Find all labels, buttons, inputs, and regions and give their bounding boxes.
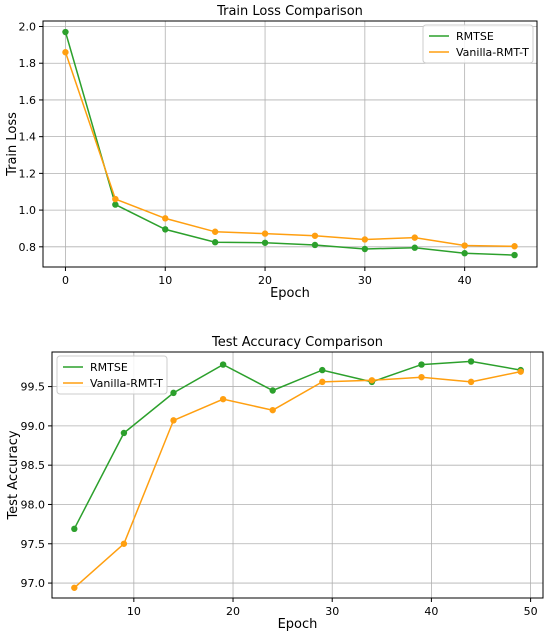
train-loss-rmtse-point [311, 241, 319, 249]
train-loss-rmtse-point [261, 239, 269, 246]
train-loss-vanilla-rmt-t-point [112, 195, 119, 203]
test-accuracy-plot-frame [51, 351, 544, 599]
train-loss-y-tick-label: 1.2 [19, 167, 37, 180]
test-accuracy-x-tick-label: 20 [226, 605, 240, 618]
train-loss-x-tick-label: 10 [158, 274, 172, 287]
train-loss-vanilla-rmt-t-point [361, 236, 369, 243]
test-accuracy-chart: 10 20 30 40 50 97.0 97.5 98.0 98.5 99.0 99.5 Test A… [6, 335, 544, 632]
test-accuracy-legend-vanilla-rmt-t-label: Vanilla-RMT-T [90, 377, 163, 390]
train-loss-x-axis-label: Epoch [270, 286, 310, 301]
train-loss-vanilla-rmt-t-line [64, 51, 515, 248]
train-loss-vanilla-rmt-t-point [211, 228, 219, 235]
train-loss-y-tick-label: 2.0 [19, 21, 37, 34]
train-loss-rmtse-point [511, 251, 518, 259]
train-loss-plot-frame [42, 20, 538, 268]
train-loss-y-axis-label: Train Loss [5, 112, 20, 177]
test-accuracy-rmtse-point [467, 358, 475, 365]
train-loss-vanilla-rmt-t-point [162, 215, 169, 222]
test-accuracy-y-tick-label: 98.0 [21, 498, 46, 511]
test-accuracy-legend-rmtse-label: RMTSE [90, 361, 128, 374]
train-loss-x-tick-label: 0 [62, 274, 69, 287]
test-accuracy-rmtse-point [71, 525, 78, 533]
test-accuracy-rmtse-point [170, 389, 177, 397]
test-accuracy-vanilla-rmt-t-line [73, 370, 521, 589]
test-accuracy-x-tick-label: 50 [524, 605, 538, 618]
train-loss-x-tick-label: 40 [458, 274, 472, 287]
test-accuracy-vanilla-rmt-t-point [120, 540, 128, 547]
train-loss-legend-vanilla-rmt-t-label: Vanilla-RMT-T [456, 46, 529, 59]
train-loss-vanilla-rmt-t-point [511, 243, 518, 250]
train-loss-legend-rmtse-label: RMTSE [456, 30, 494, 43]
train-loss-vanilla-rmt-t-point [311, 232, 319, 239]
test-accuracy-y-axis-label: Test Accuracy [6, 430, 21, 520]
test-accuracy-vanilla-rmt-t-point [319, 378, 326, 386]
train-loss-rmtse-point [411, 244, 418, 251]
test-accuracy-y-tick-label: 97.0 [21, 577, 46, 590]
train-loss-rmtse-point [62, 28, 69, 36]
train-loss-vanilla-rmt-t-point [461, 242, 468, 249]
test-accuracy-rmtse-point [120, 429, 128, 437]
test-accuracy-rmtse-point [269, 387, 276, 394]
train-loss-rmtse-line [64, 31, 515, 256]
test-accuracy-vanilla-rmt-t-point [170, 417, 177, 424]
train-loss-y-tick-label: 1.0 [19, 204, 37, 217]
train-loss-vanilla-rmt-t-point [261, 230, 269, 237]
train-loss-x-tick-label: 20 [258, 274, 272, 287]
train-loss-chart: 0 10 20 30 40 0.8 1.0 1.2 1.4 1.6 1.8 2.0 Train Loss… [5, 4, 538, 301]
test-accuracy-vanilla-rmt-t-point [71, 584, 78, 591]
train-loss-rmtse-point [162, 226, 169, 233]
test-accuracy-x-tick-label: 30 [325, 605, 339, 618]
test-accuracy-vanilla-rmt-t-point [269, 406, 276, 414]
test-accuracy-chart-title: Test Accuracy Comparison [211, 335, 383, 350]
test-accuracy-vanilla-rmt-t-point [467, 378, 475, 386]
train-loss-rmtse-point [461, 250, 468, 257]
test-accuracy-x-axis-label: Epoch [278, 617, 318, 632]
test-accuracy-vanilla-rmt-t-point [418, 373, 425, 381]
train-loss-chart-title: Train Loss Comparison [216, 4, 363, 19]
test-accuracy-legend: RMTSE Vanilla-RMT-T [56, 355, 168, 395]
train-loss-y-tick-label: 1.6 [19, 94, 37, 107]
train-loss-rmtse-point [211, 239, 219, 246]
test-accuracy-legend-box [56, 355, 168, 395]
test-accuracy-x-tick-label: 10 [127, 605, 141, 618]
train-loss-rmtse-point [112, 201, 119, 208]
train-loss-legend-box [422, 24, 534, 64]
train-loss-x-tick-label: 30 [358, 274, 372, 287]
test-accuracy-y-tick-label: 99.5 [21, 381, 46, 394]
test-accuracy-rmtse-point [418, 361, 425, 368]
train-loss-vanilla-rmt-t-point [62, 49, 69, 56]
train-loss-y-tick-label: 0.8 [19, 241, 37, 254]
test-accuracy-y-tick-label: 97.5 [21, 538, 46, 551]
test-accuracy-vanilla-rmt-t-point [219, 395, 227, 403]
test-accuracy-vanilla-rmt-t-point [368, 377, 376, 384]
test-accuracy-y-tick-label: 98.5 [21, 459, 46, 472]
train-loss-y-tick-label: 1.8 [19, 57, 37, 70]
test-accuracy-x-tick-label: 40 [424, 605, 438, 618]
test-accuracy-rmtse-point [219, 361, 227, 368]
train-loss-rmtse-point [361, 245, 369, 253]
test-accuracy-rmtse-line [73, 360, 521, 530]
test-accuracy-rmtse-point [319, 366, 326, 374]
test-accuracy-y-tick-label: 99.0 [21, 420, 46, 433]
train-loss-vanilla-rmt-t-point [411, 234, 418, 241]
train-loss-legend: RMTSE Vanilla-RMT-T [422, 24, 534, 64]
test-accuracy-vanilla-rmt-t-point [517, 368, 524, 375]
train-loss-y-tick-label: 1.4 [19, 131, 37, 144]
